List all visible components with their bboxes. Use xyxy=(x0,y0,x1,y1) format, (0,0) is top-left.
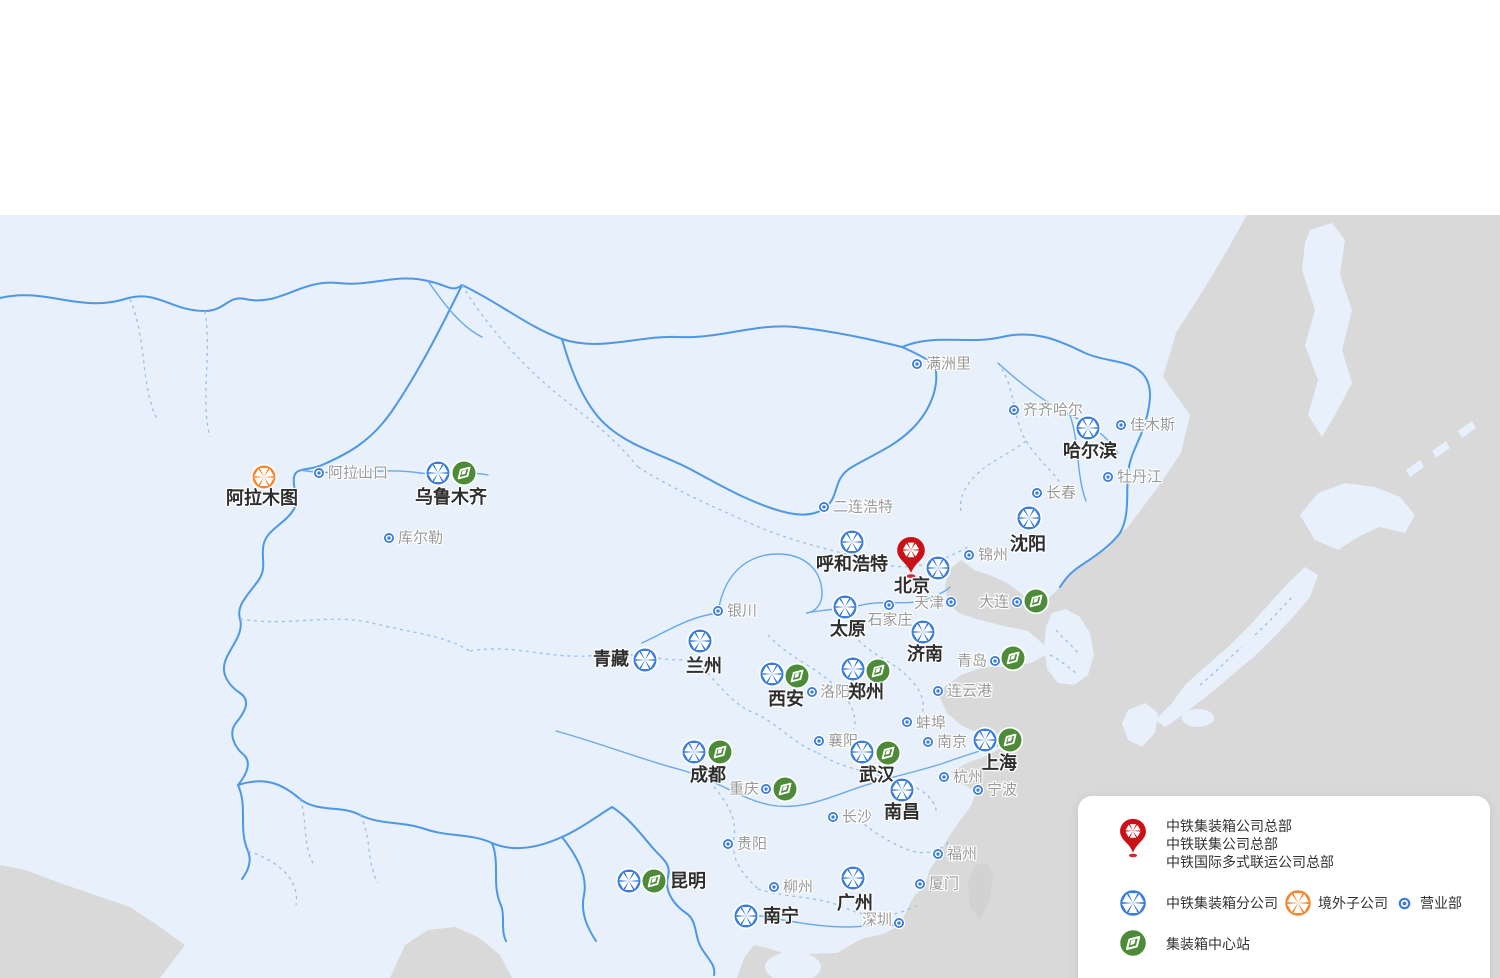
jiamusi-office-icon[interactable] xyxy=(1114,418,1128,432)
guangzhou-branch-icon[interactable] xyxy=(839,864,867,892)
xiangyang-office-icon[interactable] xyxy=(812,734,826,748)
hangzhou-office-icon[interactable] xyxy=(937,770,951,784)
yinchuan-office-icon[interactable] xyxy=(711,604,725,618)
changsha-office-icon[interactable] xyxy=(826,810,840,824)
alashankou-office-icon[interactable] xyxy=(312,466,326,480)
qiqihar-office-icon[interactable] xyxy=(1007,403,1021,417)
dalian-office-icon[interactable] xyxy=(1010,595,1024,609)
harbin-branch-icon[interactable] xyxy=(1074,414,1102,442)
almaty-overseas-icon[interactable] xyxy=(250,463,278,491)
erenhot-office-icon[interactable] xyxy=(817,500,831,514)
xiamen-office-icon[interactable] xyxy=(913,877,927,891)
nanchang-branch-icon[interactable] xyxy=(888,776,916,804)
tianjin-office-icon[interactable] xyxy=(944,595,958,609)
shenyang-branch-icon[interactable] xyxy=(1015,504,1043,532)
hohhot-branch-icon[interactable] xyxy=(838,528,866,556)
bengbu-office-icon[interactable] xyxy=(900,715,914,729)
nanning-branch-icon[interactable] xyxy=(732,902,760,930)
qingzang-branch-icon[interactable] xyxy=(631,646,659,674)
liuzhou-office-icon[interactable] xyxy=(767,880,781,894)
island-hokkaido xyxy=(1300,483,1415,550)
beijing-hq-icon[interactable] xyxy=(895,536,927,579)
legend-hq-line-2: 中铁联集公司总部 xyxy=(1166,837,1278,853)
xian-branch-icon[interactable] xyxy=(758,660,786,688)
map-canvas xyxy=(0,215,1500,978)
shenzhen-office-icon[interactable] xyxy=(892,916,906,930)
island-taiwan xyxy=(968,863,993,920)
shanghai-branch-icon[interactable] xyxy=(971,726,999,754)
ningbo-office-icon[interactable] xyxy=(971,783,985,797)
chongqing-office-icon[interactable] xyxy=(759,782,773,796)
legend-hq-line-3: 中铁国际多式联运公司总部 xyxy=(1166,855,1334,871)
legend-hq-pin-icon xyxy=(1118,818,1148,858)
legend-overseas-label: 境外子公司 xyxy=(1318,896,1388,912)
kunming-branch-icon[interactable] xyxy=(615,867,643,895)
beijing-branch-icon[interactable] xyxy=(924,554,952,582)
changchun-office-icon[interactable] xyxy=(1030,486,1044,500)
sea-bay xyxy=(390,927,512,978)
lanzhou-branch-icon[interactable] xyxy=(686,627,714,655)
nanjing-office-icon[interactable] xyxy=(921,735,935,749)
kuril-islands xyxy=(1406,421,1476,477)
xian-station-icon[interactable] xyxy=(783,662,811,690)
island-shikoku xyxy=(1182,709,1214,727)
kunming-station-icon[interactable] xyxy=(640,867,668,895)
chongqing-station-icon[interactable] xyxy=(771,775,799,803)
country-borders xyxy=(0,277,1151,976)
urumqi-station-icon[interactable] xyxy=(450,459,478,487)
fuzhou-office-icon[interactable] xyxy=(931,847,945,861)
china-map xyxy=(0,215,1500,978)
legend-overseas-icon xyxy=(1283,888,1313,918)
legend-hq-line-1: 中铁集装箱公司总部 xyxy=(1166,819,1292,835)
wuhan-station-icon[interactable] xyxy=(874,739,902,767)
island-honshu xyxy=(1155,567,1318,727)
zhengzhou-station-icon[interactable] xyxy=(864,657,892,685)
map-legend: 中铁集装箱公司总部 中铁联集公司总部 中铁国际多式联运公司总部 中铁集装箱分公司… xyxy=(1078,796,1490,978)
shijiazhuang-office-icon[interactable] xyxy=(882,598,896,612)
legend-office-icon xyxy=(1397,896,1412,911)
mudanjiang-office-icon[interactable] xyxy=(1101,470,1115,484)
sea xyxy=(737,215,1500,978)
island-hainan xyxy=(765,952,821,978)
wuhan-branch-icon[interactable] xyxy=(848,738,876,766)
shanghai-station-icon[interactable] xyxy=(996,726,1024,754)
qingdao-office-icon[interactable] xyxy=(988,654,1002,668)
legend-branch-label: 中铁集装箱分公司 xyxy=(1166,896,1278,912)
chengdu-station-icon[interactable] xyxy=(706,738,734,766)
urumqi-branch-icon[interactable] xyxy=(424,459,452,487)
legend-station-label: 集装箱中心站 xyxy=(1166,937,1250,953)
sea-southwest xyxy=(0,865,185,978)
korla-office-icon[interactable] xyxy=(382,531,396,545)
qingdao-station-icon[interactable] xyxy=(999,644,1027,672)
jinan-branch-icon[interactable] xyxy=(909,618,937,646)
legend-office-label: 营业部 xyxy=(1420,896,1462,912)
jinzhou-office-icon[interactable] xyxy=(962,548,976,562)
manzhouli-office-icon[interactable] xyxy=(910,357,924,371)
legend-station-icon xyxy=(1118,928,1148,958)
island-sakhalin xyxy=(1302,223,1352,437)
lianyungang-office-icon[interactable] xyxy=(931,684,945,698)
zhengzhou-branch-icon[interactable] xyxy=(839,655,867,683)
legend-branch-icon xyxy=(1118,888,1148,918)
island-kyushu xyxy=(1122,703,1158,747)
south-korea xyxy=(1044,609,1094,685)
dalian-station-icon[interactable] xyxy=(1022,587,1050,615)
taiyuan-branch-icon[interactable] xyxy=(831,593,859,621)
chengdu-branch-icon[interactable] xyxy=(680,738,708,766)
guiyang-office-icon[interactable] xyxy=(721,837,735,851)
luoyang-office-icon[interactable] xyxy=(805,685,819,699)
